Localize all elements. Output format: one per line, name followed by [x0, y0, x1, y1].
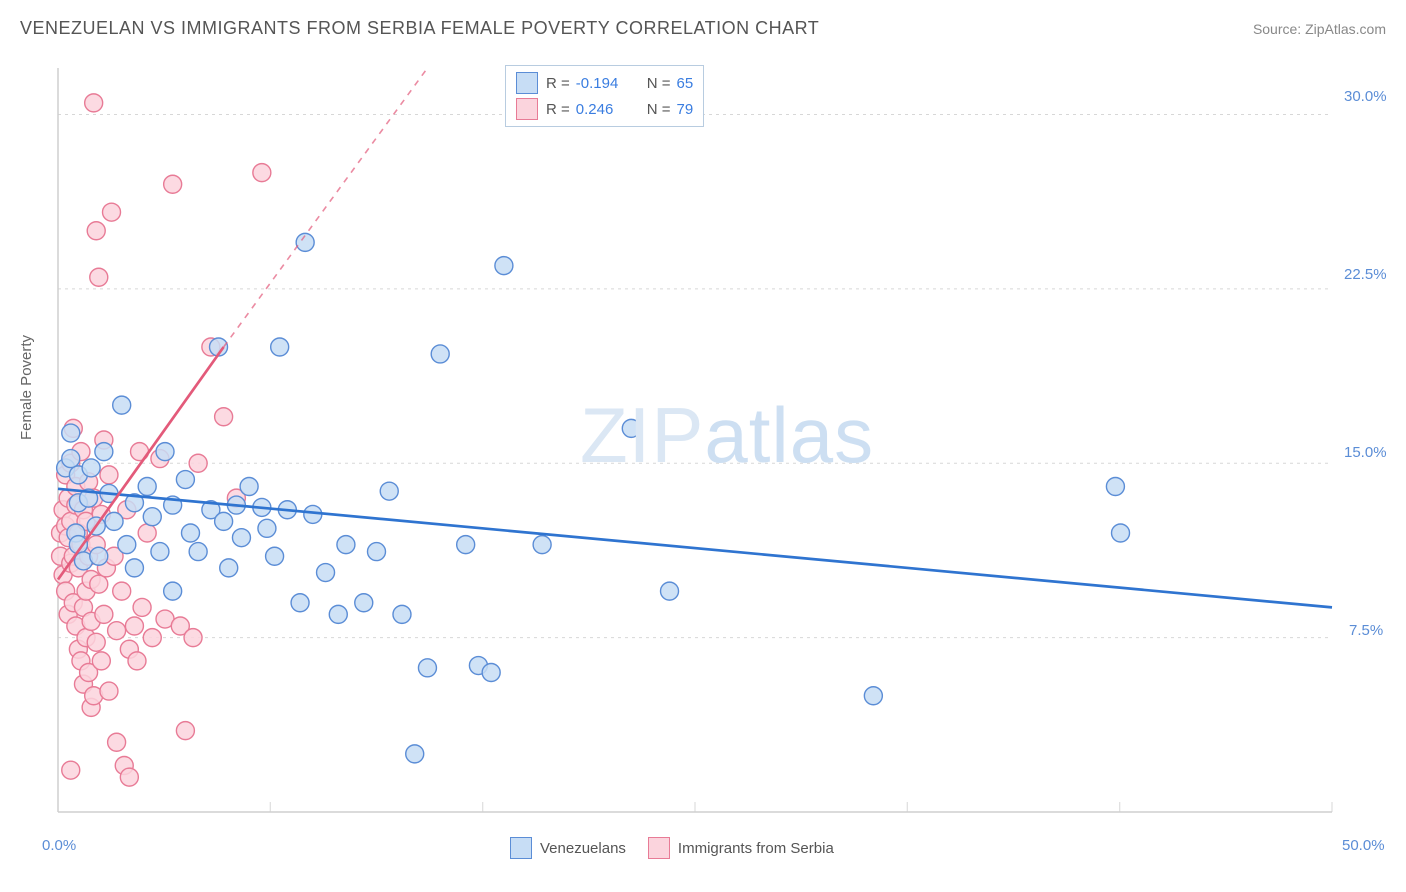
- chart-area: ZIPatlas R = -0.194 N = 65 R = 0.246 N =…: [50, 60, 1340, 820]
- series-legend: Venezuelans Immigrants from Serbia: [510, 837, 834, 859]
- y-axis-label: Female Poverty: [18, 335, 35, 440]
- y-tick-22-5: 22.5%: [1344, 266, 1387, 283]
- swatch-pink-icon: [516, 98, 538, 120]
- r-value-pink: 0.246: [576, 101, 631, 118]
- y-tick-30: 30.0%: [1344, 88, 1387, 105]
- chart-header: VENEZUELAN VS IMMIGRANTS FROM SERBIA FEM…: [20, 18, 1386, 39]
- chart-title: VENEZUELAN VS IMMIGRANTS FROM SERBIA FEM…: [20, 18, 819, 39]
- n-value-blue: 65: [677, 75, 694, 92]
- r-label: R =: [546, 75, 570, 92]
- scatter-chart: [50, 60, 1340, 820]
- r-label: R =: [546, 101, 570, 118]
- correlation-row-blue: R = -0.194 N = 65: [516, 70, 693, 96]
- x-tick-50: 50.0%: [1342, 837, 1385, 854]
- n-value-pink: 79: [677, 101, 694, 118]
- n-label: N =: [647, 75, 671, 92]
- x-tick-0: 0.0%: [42, 837, 76, 854]
- swatch-blue-icon: [516, 72, 538, 94]
- y-tick-15: 15.0%: [1344, 444, 1387, 461]
- swatch-blue-icon: [510, 837, 532, 859]
- correlation-legend: R = -0.194 N = 65 R = 0.246 N = 79: [505, 65, 704, 127]
- n-label: N =: [647, 101, 671, 118]
- legend-label-pink: Immigrants from Serbia: [678, 840, 834, 857]
- r-value-blue: -0.194: [576, 75, 631, 92]
- legend-label-blue: Venezuelans: [540, 840, 626, 857]
- legend-item-pink: Immigrants from Serbia: [648, 837, 834, 859]
- correlation-row-pink: R = 0.246 N = 79: [516, 96, 693, 122]
- y-tick-7-5: 7.5%: [1349, 622, 1383, 639]
- chart-source: Source: ZipAtlas.com: [1253, 21, 1386, 37]
- swatch-pink-icon: [648, 837, 670, 859]
- legend-item-blue: Venezuelans: [510, 837, 626, 859]
